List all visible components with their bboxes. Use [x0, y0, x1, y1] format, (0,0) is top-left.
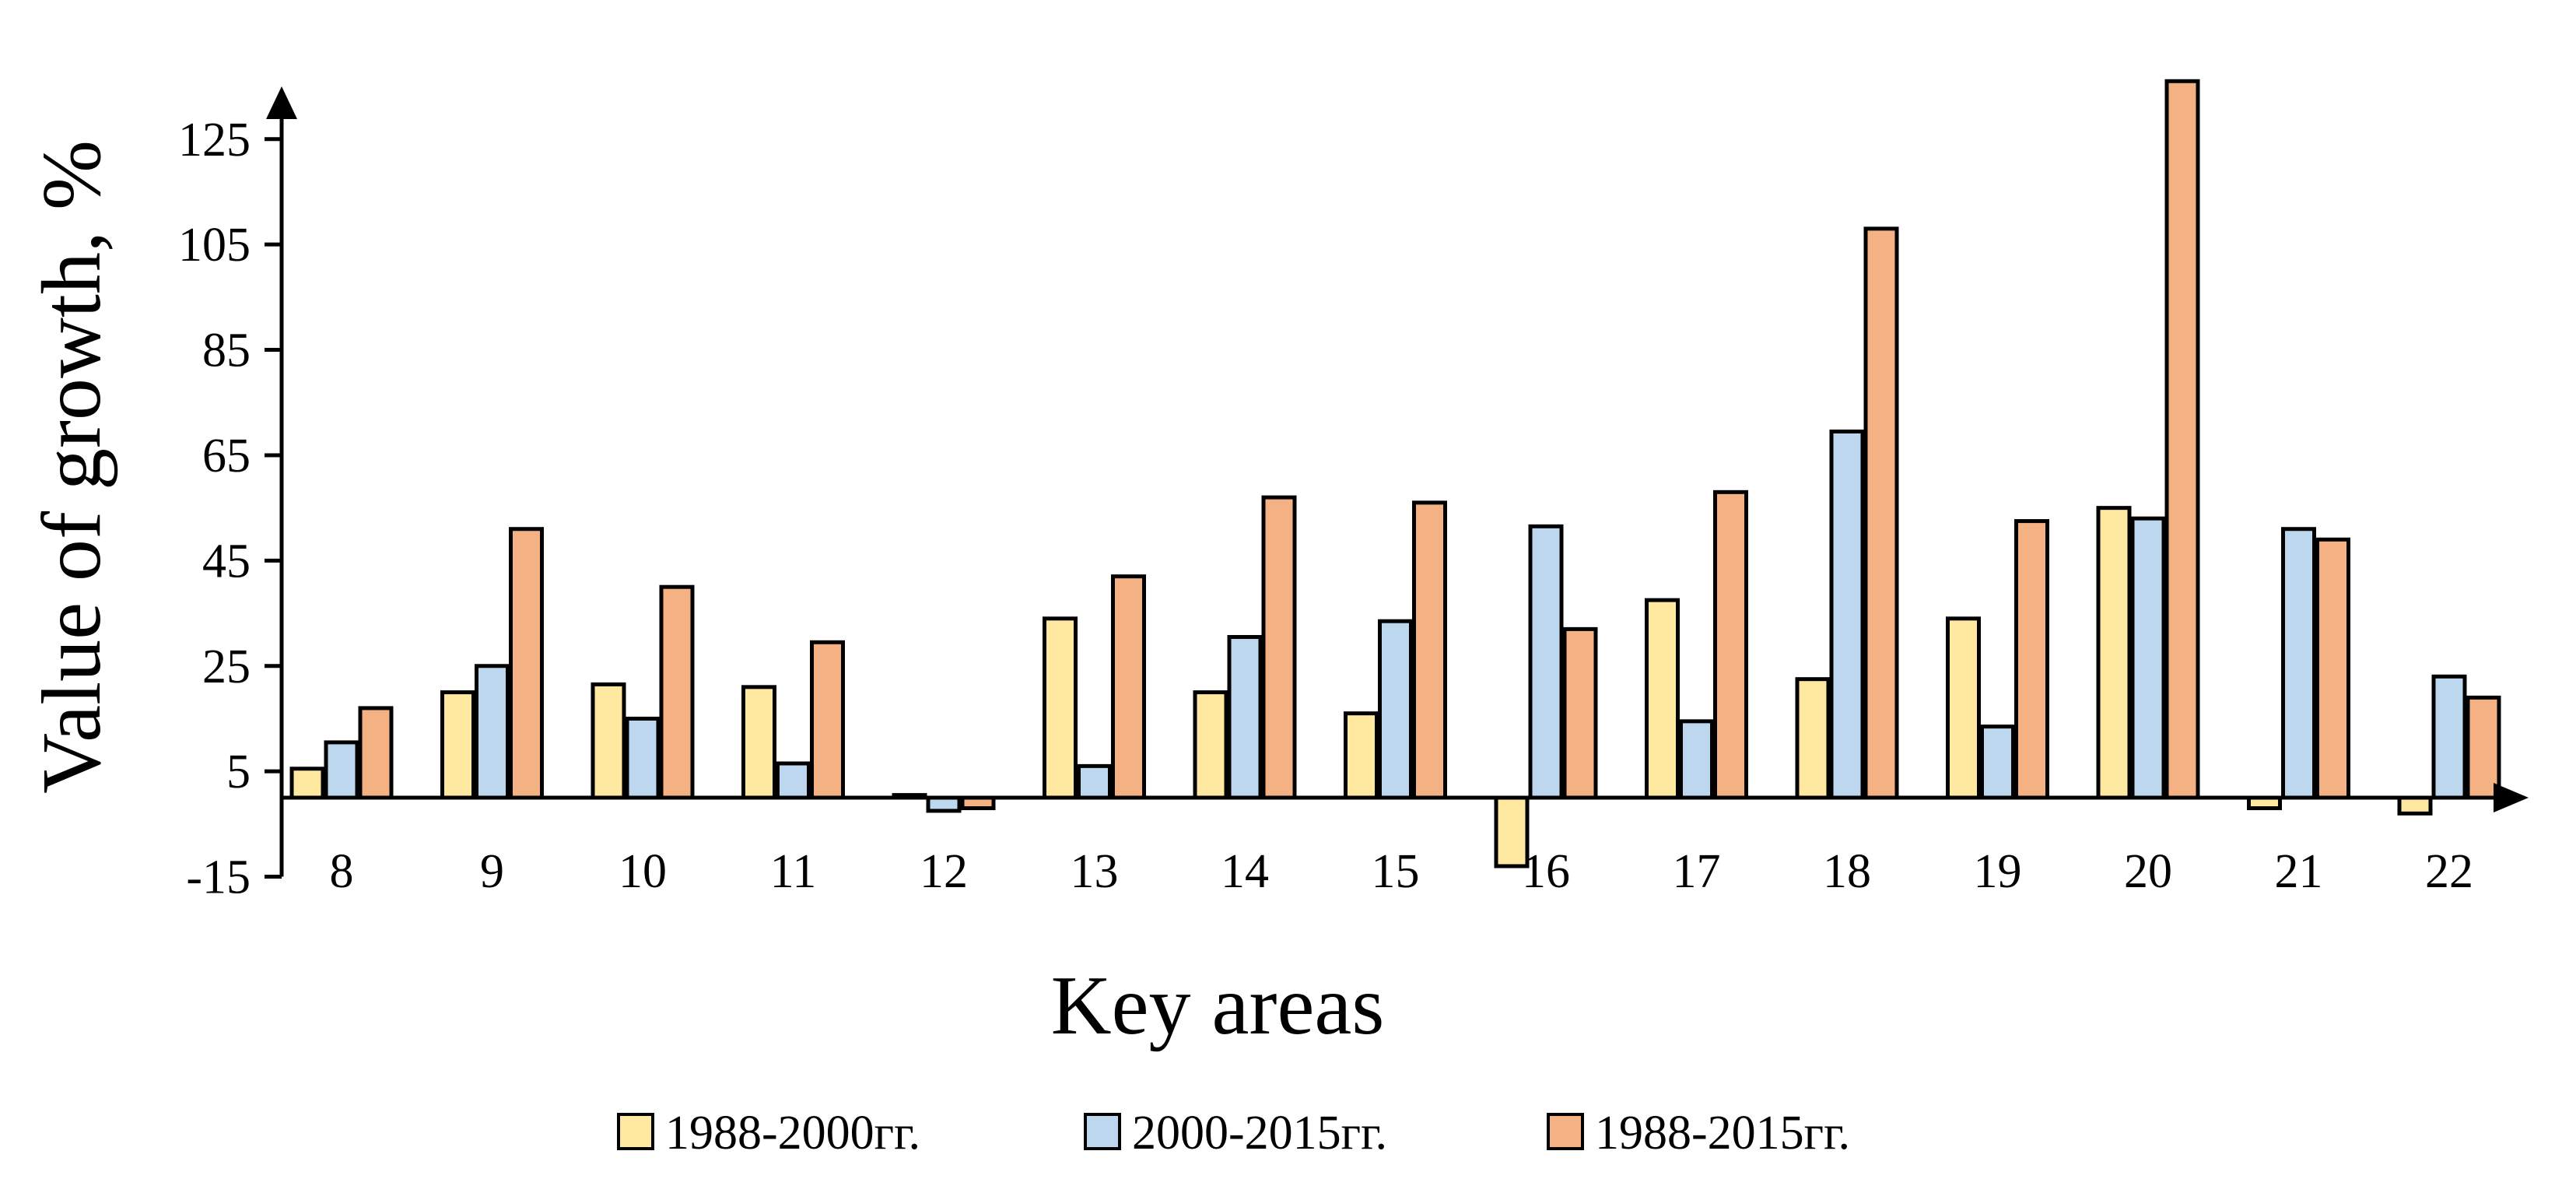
bar-20-series-1	[2096, 506, 2132, 800]
bar-19-series-1	[1946, 616, 1981, 800]
x-tick-label: 19	[1974, 845, 2022, 898]
bar-11-series-2	[776, 761, 811, 800]
bar-10-series-1	[591, 682, 626, 800]
x-tick-label: 20	[2124, 845, 2172, 898]
x-tick-label: 9	[480, 845, 504, 898]
bar-22-series-1	[2397, 795, 2433, 816]
x-tick-label: 15	[1372, 845, 1420, 898]
legend-item-2: 2000-2015гг.	[1084, 1107, 1387, 1160]
bar-14-series-2	[1227, 635, 1263, 800]
legend-swatch	[1547, 1113, 1584, 1150]
bar-8-series-1	[289, 767, 325, 800]
bar-19-series-3	[2014, 519, 2049, 800]
bar-22-series-3	[2466, 695, 2501, 800]
y-tick-label: -15	[186, 851, 251, 904]
legend: 1988-2000гг. 2000-2015гг. 1988-2015гг.	[617, 1107, 1850, 1160]
x-tick-label: 13	[1071, 845, 1119, 898]
x-tick-label: 22	[2425, 845, 2473, 898]
bar-22-series-2	[2431, 674, 2467, 800]
bar-10-series-2	[625, 716, 661, 800]
bar-11-series-3	[810, 640, 845, 800]
y-tick-label: 5	[226, 746, 251, 798]
bar-14-series-3	[1261, 495, 1297, 800]
bar-20-series-3	[2164, 79, 2200, 800]
bar-17-series-3	[1713, 489, 1748, 800]
bar-11-series-1	[741, 685, 776, 800]
x-tick-label: 21	[2275, 845, 2323, 898]
y-tick-label: 45	[202, 535, 251, 588]
bar-8-series-3	[358, 706, 394, 800]
y-tick-label: 25	[202, 640, 251, 693]
bar-18-series-1	[1795, 677, 1831, 800]
bar-17-series-2	[1679, 719, 1714, 800]
bars-layer	[289, 79, 2501, 868]
x-tick-label: 8	[330, 845, 354, 898]
bar-20-series-2	[2130, 516, 2166, 800]
bar-9-series-3	[509, 527, 544, 800]
y-axis-arrow	[266, 86, 297, 119]
legend-swatch	[1084, 1113, 1121, 1150]
bar-8-series-2	[324, 740, 359, 800]
y-tick-label: 105	[178, 219, 251, 272]
x-tick-label: 14	[1221, 845, 1269, 898]
bar-21-series-2	[2281, 527, 2316, 800]
bar-15-series-3	[1412, 500, 1447, 800]
bar-13-series-3	[1111, 574, 1146, 800]
x-tick-label: 18	[1823, 845, 1871, 898]
y-tick-label: 85	[202, 325, 251, 377]
bar-10-series-3	[659, 584, 695, 800]
bar-13-series-1	[1043, 616, 1078, 800]
legend-label: 1988-2015гг.	[1595, 1107, 1850, 1160]
bar-17-series-1	[1645, 598, 1680, 800]
x-axis-arrow	[2494, 783, 2529, 812]
y-tick-label: 65	[202, 430, 251, 482]
bar-19-series-2	[1980, 725, 2015, 800]
bar-12-series-2	[926, 795, 962, 813]
bar-13-series-2	[1077, 763, 1112, 800]
legend-swatch	[617, 1113, 654, 1150]
x-tick-label: 16	[1522, 845, 1570, 898]
x-tick-label: 10	[619, 845, 667, 898]
bar-16-series-3	[1562, 626, 1598, 800]
x-tick-label: 17	[1673, 845, 1721, 898]
x-tick-label: 11	[770, 845, 817, 898]
bar-9-series-1	[440, 690, 475, 800]
bar-15-series-2	[1378, 619, 1413, 800]
bar-18-series-3	[1863, 226, 1899, 800]
legend-item-1: 1988-2000гг.	[617, 1107, 920, 1160]
x-axis-title: Key areas	[1051, 960, 1385, 1052]
bar-16-series-2	[1528, 524, 1564, 800]
bar-18-series-2	[1829, 429, 1865, 800]
legend-label: 2000-2015гг.	[1132, 1107, 1387, 1160]
bar-14-series-1	[1193, 690, 1228, 800]
ticks-layer: -15 5 25 45 65 85 105 125 8 9 10 11 12 13 14 15 16 17 18 19…	[178, 114, 2473, 904]
legend-item-3: 1988-2015гг.	[1547, 1107, 1850, 1160]
bar-9-series-2	[475, 664, 510, 800]
bar-15-series-1	[1344, 711, 1379, 800]
y-tick-label: 125	[178, 114, 251, 167]
legend-label: 1988-2000гг.	[665, 1107, 920, 1160]
x-tick-label: 12	[920, 845, 968, 898]
bar-21-series-3	[2315, 537, 2350, 800]
y-axis-title: Value of growth, %	[26, 140, 118, 794]
